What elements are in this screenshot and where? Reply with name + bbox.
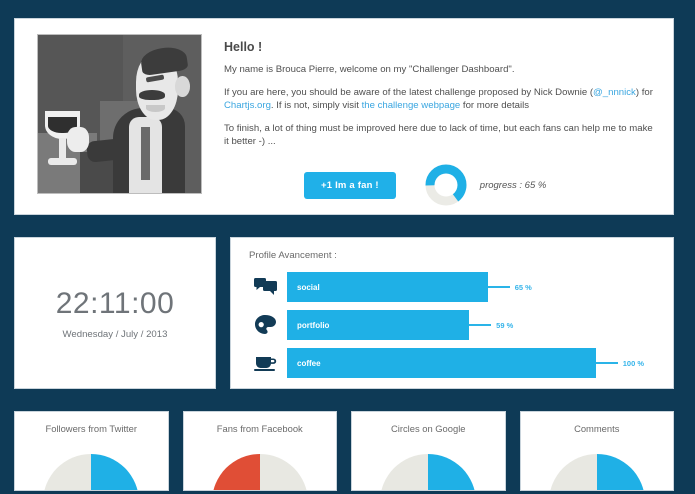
clock-card: 22:11:00 Wednesday / July / 2013 [14,237,216,389]
bar-row: social 65 % [245,270,659,304]
bar-fill-coffee: coffee [287,348,596,378]
clock-time: 22:11:00 [55,286,175,320]
bar-percent-portfolio: 59 % [496,320,514,330]
bar-row: coffee 100 % [245,346,659,380]
twitter-pie-chart [43,454,140,490]
challenge-webpage-link[interactable]: the challenge webpage [361,100,461,112]
speech-bubbles-icon [245,277,287,297]
stat-card-google: Circles on Google [351,411,506,491]
second-row: 22:11:00 Wednesday / July / 2013 Profile… [14,237,674,389]
challenge-text-after: for more details [460,100,530,112]
author-illustration [37,34,202,194]
bar-fill-social: social [287,272,488,302]
stats-row: Followers from Twitter Fans from Faceboo… [14,411,674,491]
profile-advancement-card: Profile Avancement : social 65 % [230,237,674,389]
facebook-pie-chart [211,454,308,490]
stat-title: Circles on Google [390,423,466,434]
welcome-card: Hello ! My name is Brouca Pierre, welcom… [14,18,674,215]
bar-leader [487,286,510,288]
stat-title: Followers from Twitter [45,423,137,434]
bar-track: coffee 100 % [287,346,659,380]
clock-date: Wednesday / July / 2013 [62,328,168,340]
welcome-text: Hello ! My name is Brouca Pierre, welcom… [202,34,655,206]
google-pie-chart [380,454,477,490]
profile-advancement-heading: Profile Avancement : [249,250,337,261]
bar-fill-portfolio: portfolio [287,310,470,340]
challenge-text-before: If you are here, you should be aware of … [224,86,594,98]
welcome-challenge-paragraph: If you are here, you should be aware of … [224,86,655,113]
challenge-text-mid2: . If is not, simply visit [270,100,362,112]
palette-icon [245,315,287,335]
bar-row: portfolio 59 % [245,308,659,342]
coffee-cup-icon [245,353,287,373]
bar-percent-social: 65 % [514,282,532,292]
chartjs-link[interactable]: Chartjs.org [224,100,271,112]
im-a-fan-button[interactable]: +1 Im a fan ! [304,171,396,199]
stat-card-facebook: Fans from Facebook [182,411,337,491]
stat-title: Comments [574,423,620,434]
bar-leader [595,362,618,364]
welcome-closing: To finish, a lot of thing must be improv… [224,122,653,148]
bar-leader [469,324,492,326]
welcome-intro: My name is Brouca Pierre, welcome on my … [224,64,515,75]
bar-track: social 65 % [287,270,659,304]
progress-label: progress : 65 % [479,179,547,191]
progress-donut-chart [424,163,468,207]
welcome-actions: +1 Im a fan ! progress : 65 % [224,163,655,207]
comments-pie-chart [548,454,645,490]
stat-title: Fans from Facebook [216,423,303,434]
challenge-text-mid1: ) for [635,86,653,98]
welcome-heading: Hello ! [224,40,263,54]
nnnick-link[interactable]: @_nnnick [593,86,636,98]
bar-percent-coffee: 100 % [622,358,645,368]
progress-group: progress : 65 % [424,163,547,207]
stat-card-twitter: Followers from Twitter [14,411,169,491]
bar-track: portfolio 59 % [287,308,659,342]
stat-card-comments: Comments [519,411,674,491]
